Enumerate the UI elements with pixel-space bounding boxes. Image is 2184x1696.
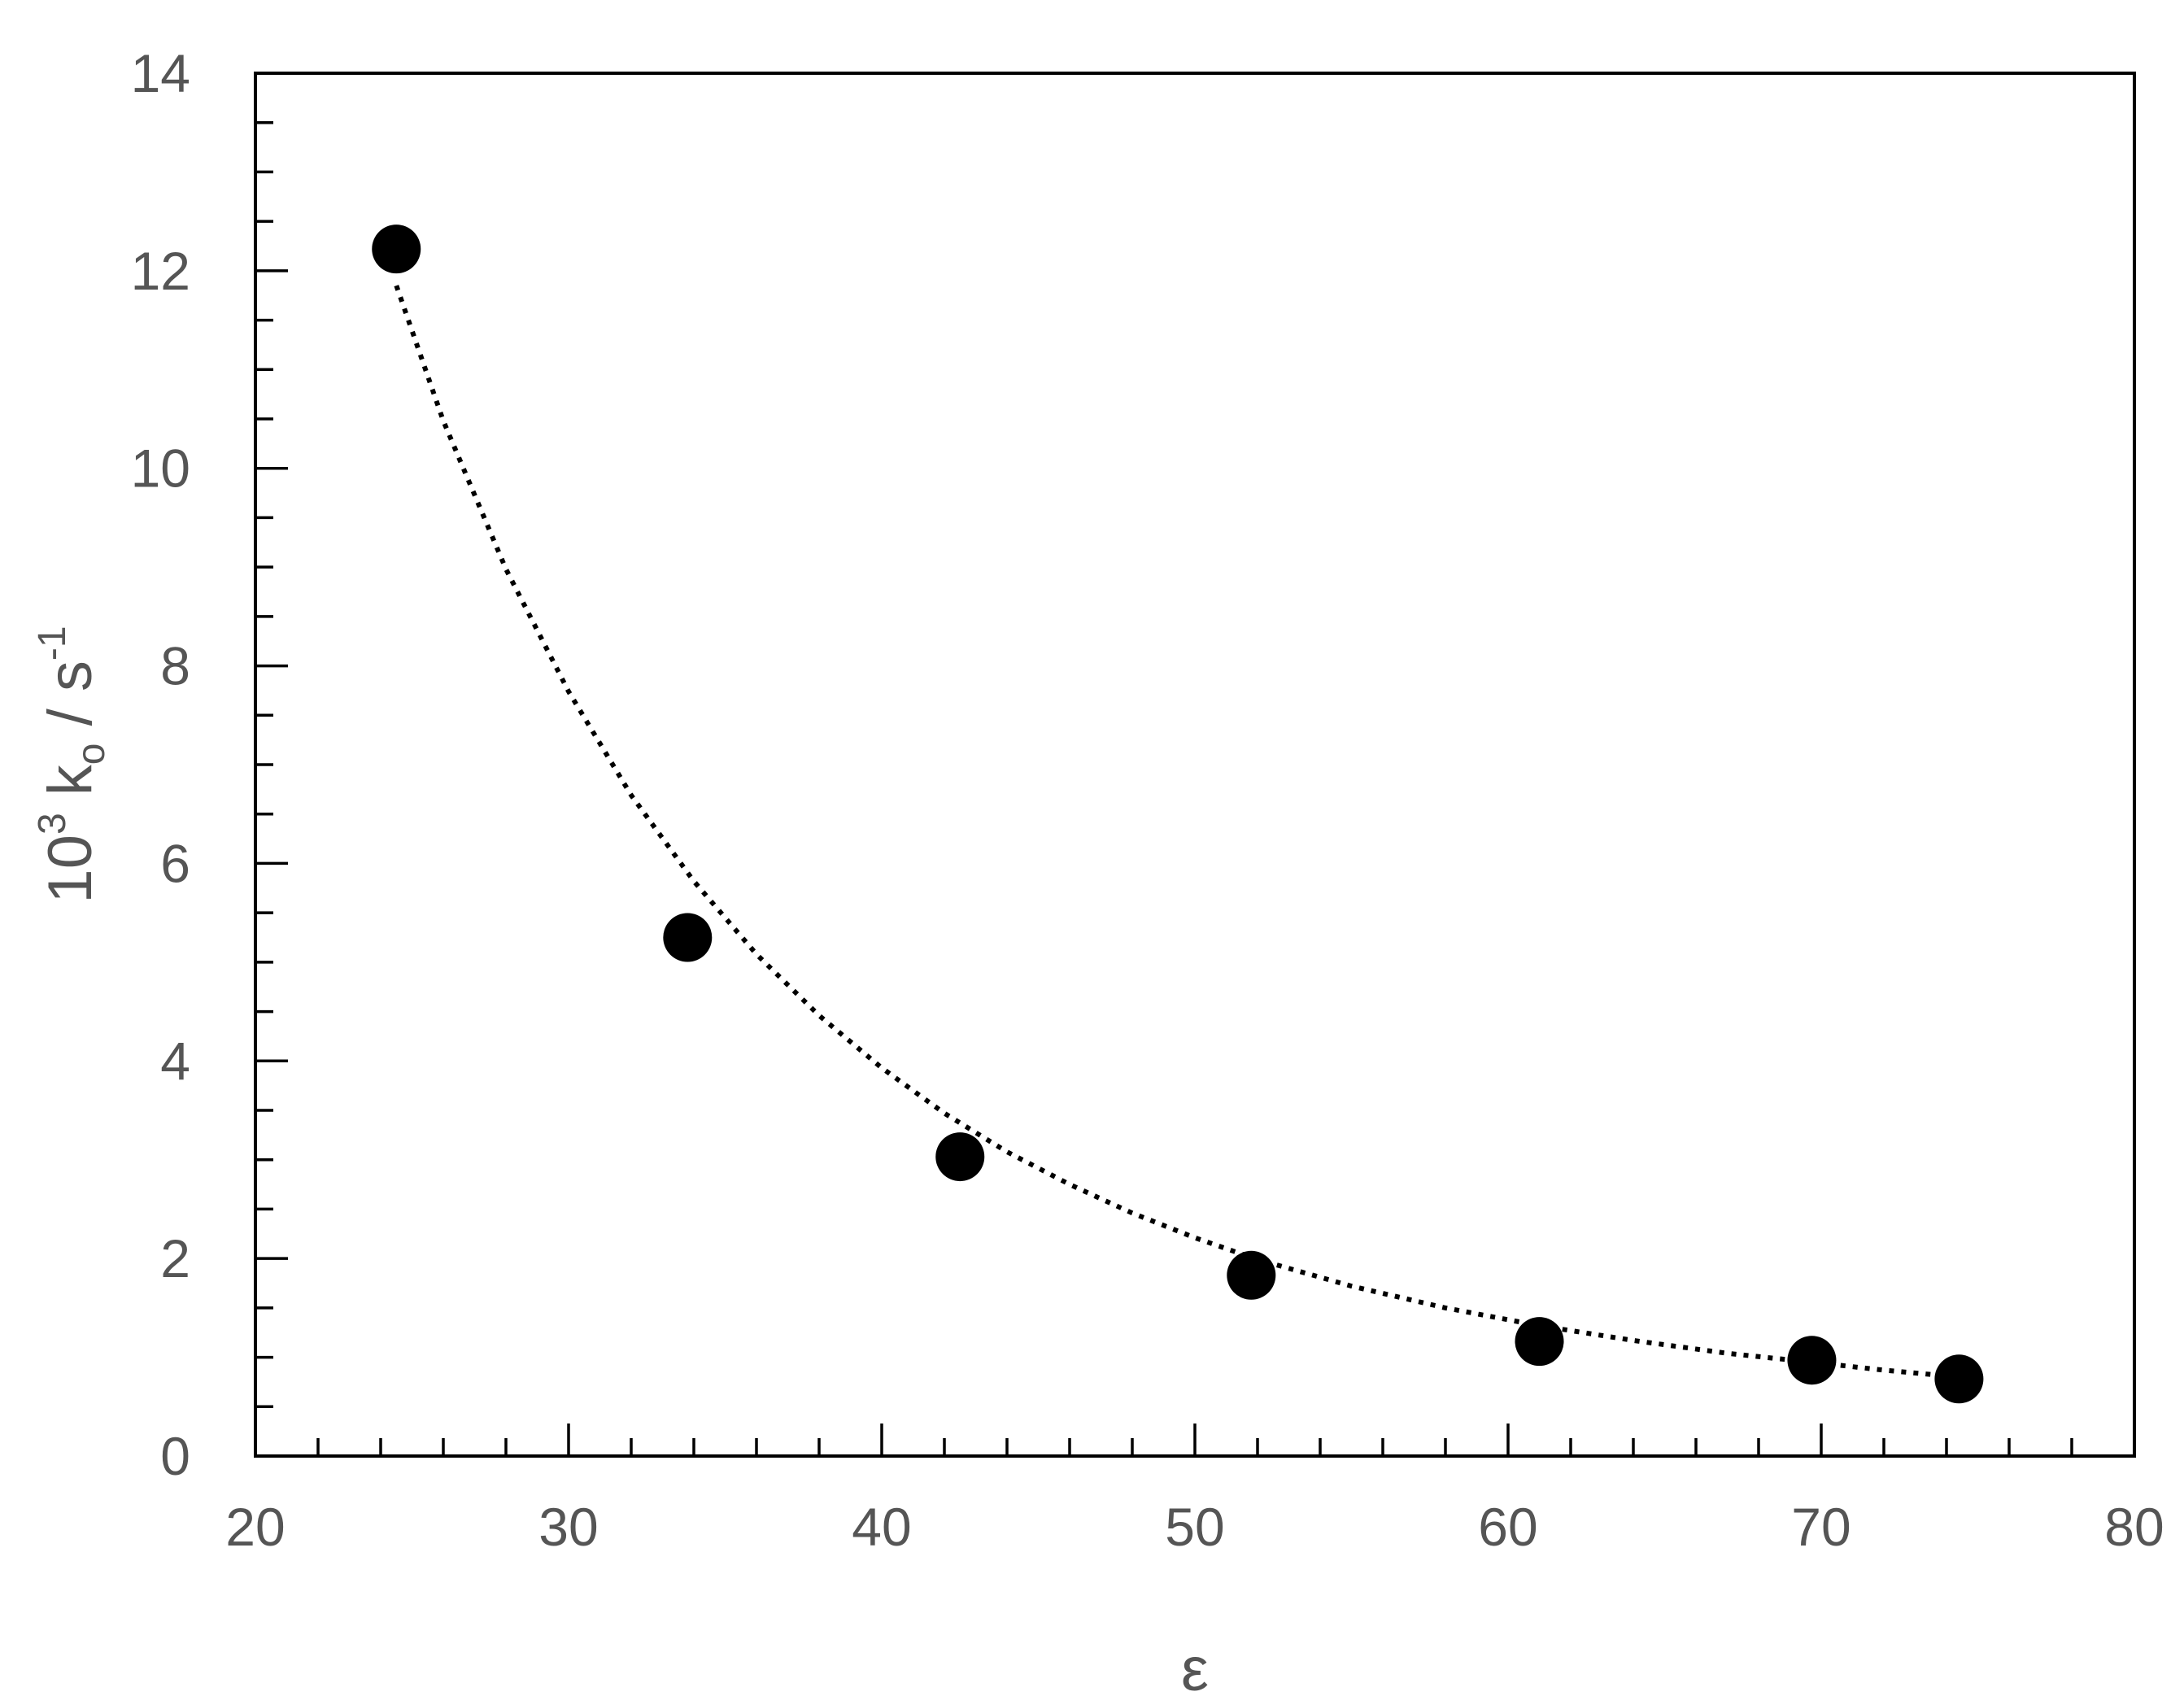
x-tick-label: 50	[1165, 1497, 1224, 1557]
data-point	[372, 225, 421, 274]
data-point	[1227, 1250, 1276, 1300]
data-points	[372, 225, 1984, 1404]
data-point	[1934, 1354, 1984, 1404]
major-ticks	[254, 72, 2136, 1458]
y-tick-labels: 0 2 4 6 8 10 12 14	[131, 43, 190, 1486]
x-tick-label: 20	[225, 1497, 285, 1557]
x-tick-labels: 20 30 40 50 60 70 80	[225, 1497, 2164, 1557]
data-point	[935, 1132, 985, 1182]
data-point	[663, 913, 713, 962]
x-tick-label: 60	[1478, 1497, 1537, 1557]
x-tick-label: 80	[2104, 1497, 2164, 1557]
minor-ticks	[255, 120, 2073, 1456]
data-point	[1787, 1336, 1837, 1385]
y-tick-label: 0	[160, 1426, 190, 1486]
y-tick-label: 14	[131, 43, 190, 103]
plot-frame	[254, 72, 2136, 1458]
x-axis-title: ε	[1181, 1635, 1209, 1696]
y-tick-label: 4	[160, 1031, 190, 1091]
data-point	[1515, 1317, 1564, 1367]
y-tick-label: 2	[160, 1228, 190, 1288]
x-tick-label: 70	[1791, 1497, 1851, 1557]
y-tick-label: 12	[131, 241, 190, 301]
y-tick-label: 6	[160, 833, 190, 893]
y-tick-label: 8	[160, 636, 190, 696]
y-axis-title: 103 ko / s-1	[31, 626, 113, 903]
fit-curve	[394, 285, 1959, 1380]
y-tick-label: 10	[131, 438, 190, 499]
x-tick-label: 40	[852, 1497, 911, 1557]
x-tick-label: 30	[538, 1497, 598, 1557]
